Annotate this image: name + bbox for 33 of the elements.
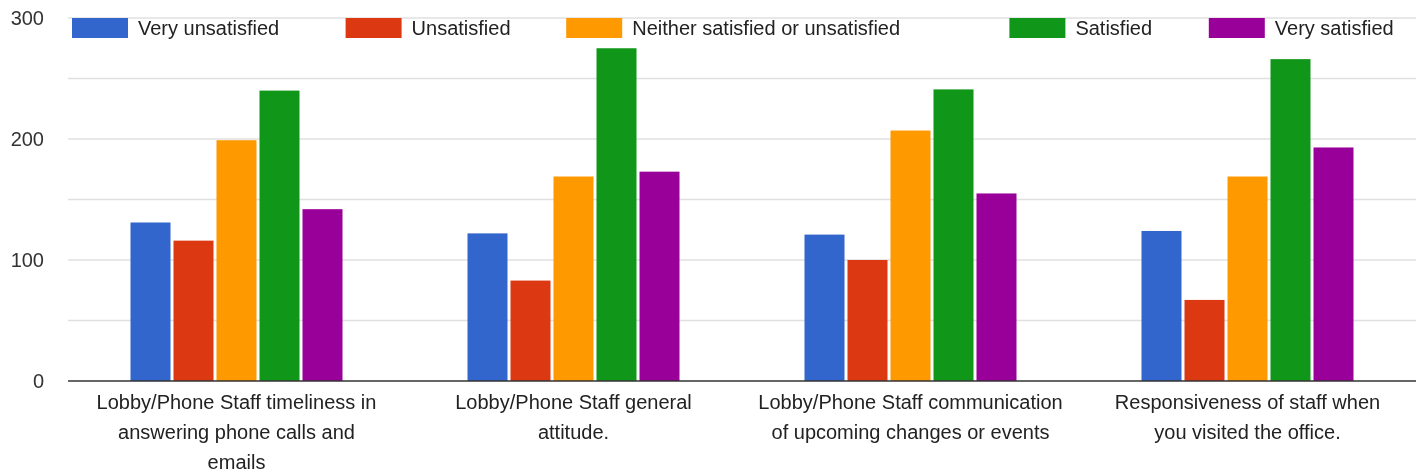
bar	[976, 193, 1017, 381]
bar	[173, 240, 214, 381]
bar	[216, 140, 257, 381]
legend-label: Unsatisfied	[411, 17, 511, 39]
bar	[933, 89, 974, 381]
y-tick-label: 300	[10, 7, 44, 29]
legend-label: Satisfied	[1075, 17, 1153, 39]
bar	[596, 48, 637, 381]
bar	[1184, 299, 1225, 381]
y-tick-label: 100	[10, 249, 44, 271]
legend-label: Neither satisfied or unsatisfied	[632, 17, 901, 39]
legend-label: Very satisfied	[1274, 17, 1394, 39]
y-tick-label: 200	[10, 128, 44, 150]
bar	[639, 171, 680, 381]
bar	[847, 260, 888, 381]
bar	[553, 176, 594, 381]
legend-label: Very unsatisfied	[138, 17, 280, 39]
bar	[890, 130, 931, 381]
bar	[510, 280, 551, 381]
x-tick-label: Lobby/Phone Staff communication of upcoming changes or events	[758, 391, 1063, 443]
x-tick-label: Lobby/Phone Staff general attitude.	[455, 391, 692, 443]
bar	[1227, 176, 1268, 381]
bar	[259, 90, 300, 381]
x-tick-label: Lobby/Phone Staff timeliness in answering phone calls and emails	[96, 391, 377, 473]
bar	[804, 234, 845, 381]
bar	[467, 233, 508, 381]
y-tick-label: 0	[32, 370, 44, 392]
bar	[302, 209, 343, 381]
bar	[1313, 147, 1354, 381]
bar	[1141, 230, 1182, 381]
x-tick-label: Responsiveness of staff when you visited the office.	[1114, 391, 1381, 443]
bar	[130, 222, 171, 381]
bar	[1270, 59, 1311, 381]
